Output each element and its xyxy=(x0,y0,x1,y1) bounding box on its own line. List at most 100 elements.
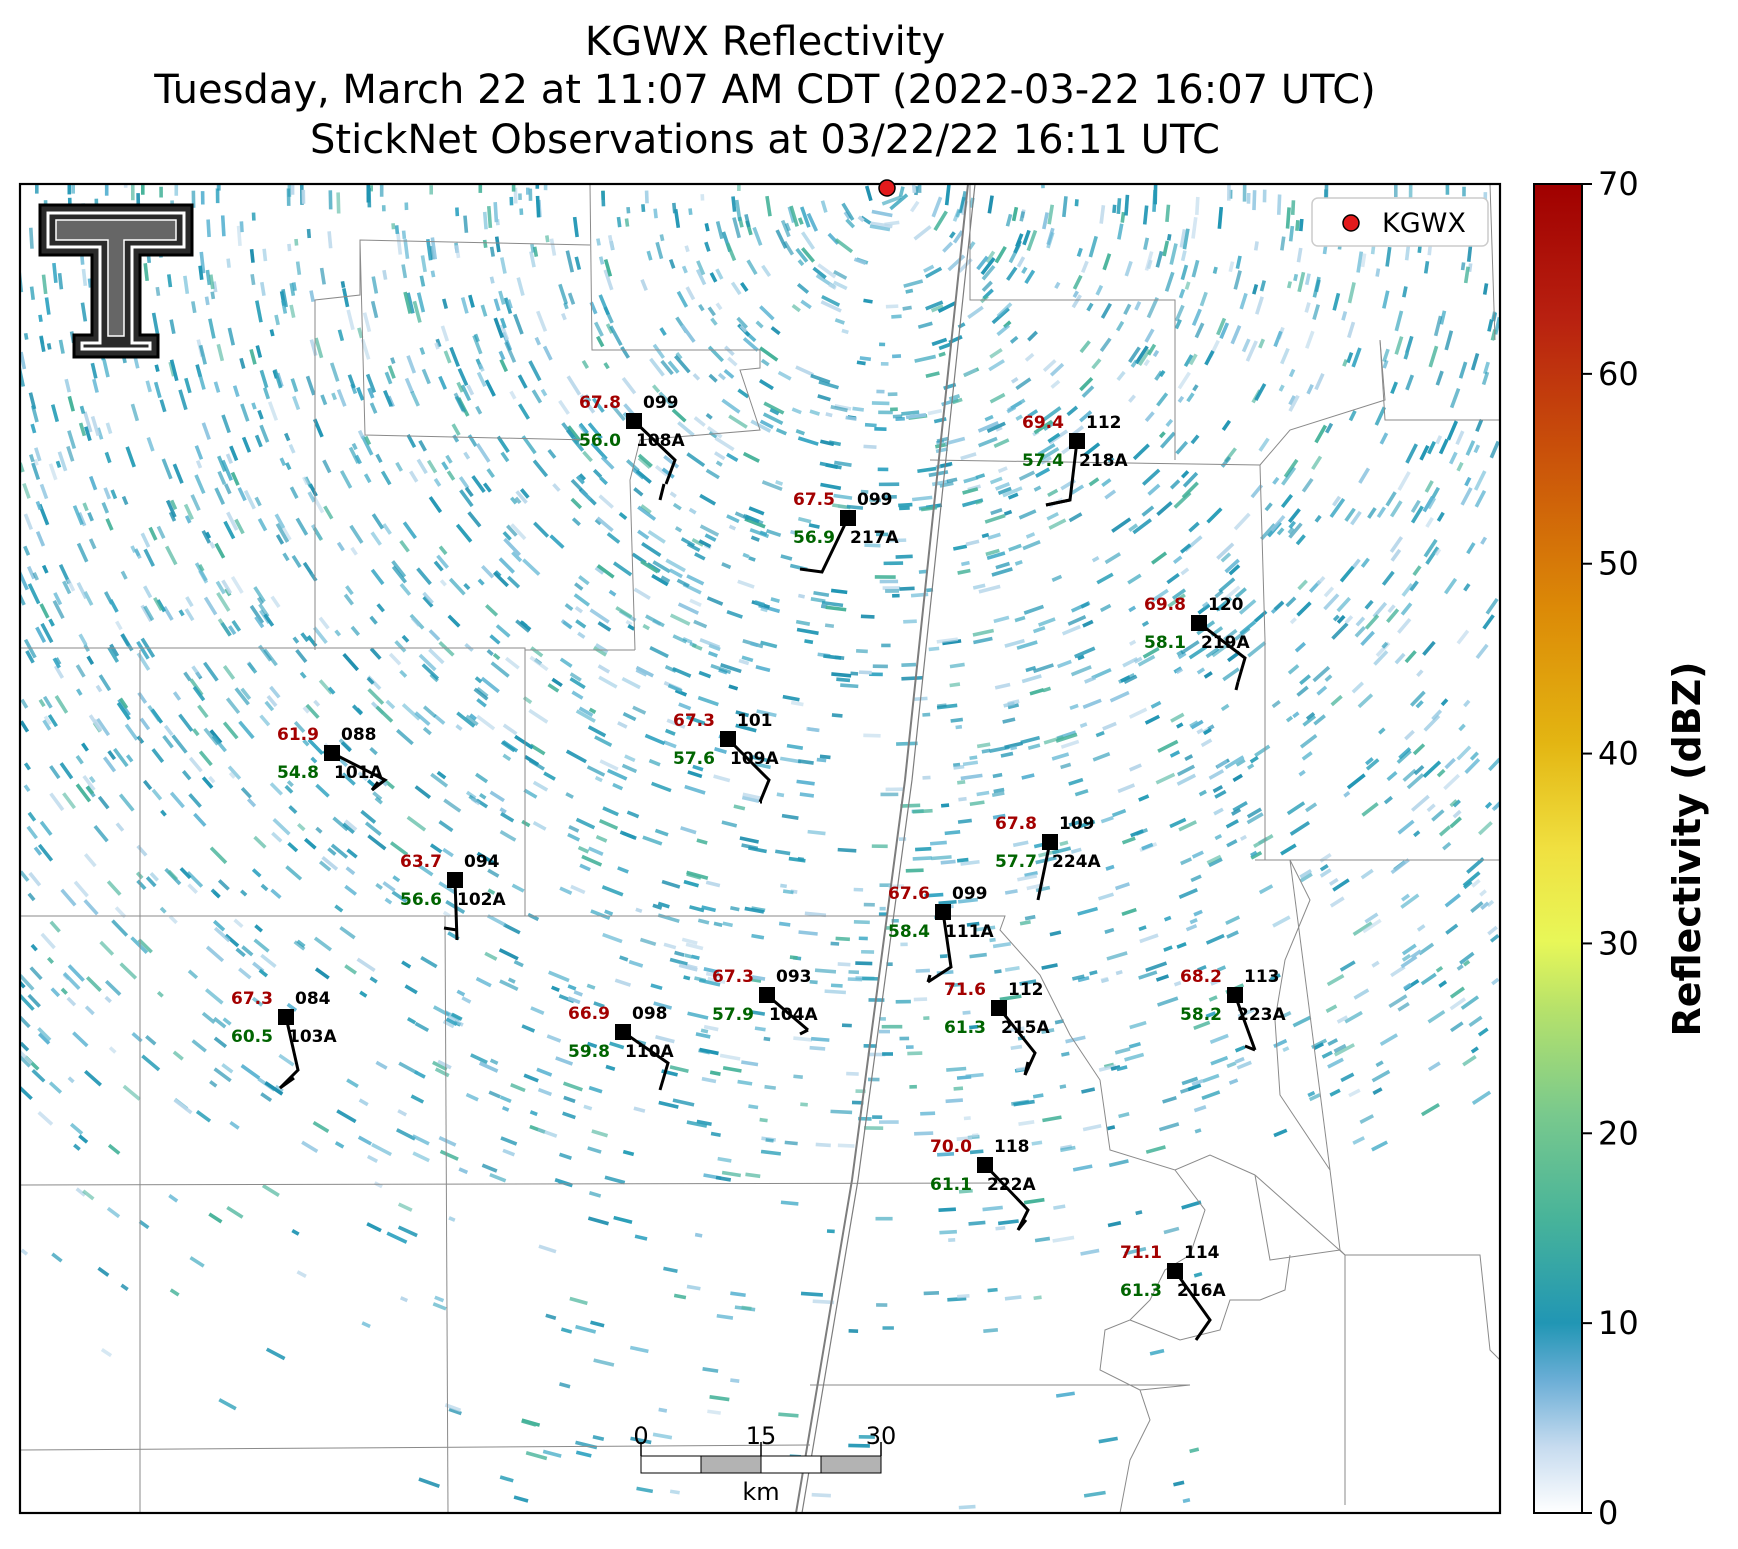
echo-gate xyxy=(1079,340,1091,354)
echo-gate xyxy=(500,812,515,823)
echo-gate xyxy=(445,454,453,464)
echo-gate xyxy=(1206,507,1223,524)
echo-gate xyxy=(892,354,902,359)
echo-gate xyxy=(251,402,257,410)
echo-gate xyxy=(136,844,148,857)
echo-gate xyxy=(401,230,407,240)
echo-gate xyxy=(1187,1083,1202,1092)
echo-gate xyxy=(366,1222,382,1233)
echo-gate xyxy=(1289,820,1311,836)
echo-gate xyxy=(684,784,706,795)
echo-gate xyxy=(382,523,392,535)
echo-gate xyxy=(1449,799,1458,808)
echo-gate xyxy=(1091,667,1112,680)
echo-gate xyxy=(275,534,285,545)
echo-gate xyxy=(898,837,907,841)
echo-gate xyxy=(1382,348,1390,363)
echo-gate xyxy=(435,338,442,348)
echo-gate xyxy=(715,268,724,280)
echo-gate xyxy=(169,359,179,382)
echo-gate xyxy=(1007,492,1019,500)
echo-gate xyxy=(1163,945,1173,952)
echo-gate xyxy=(151,312,160,334)
echo-gate xyxy=(1042,406,1062,422)
echo-gate xyxy=(1072,274,1083,290)
echo-gate xyxy=(830,588,848,595)
echo-gate xyxy=(1456,964,1464,971)
echo-gate xyxy=(104,979,122,996)
echo-gate xyxy=(1032,663,1054,674)
echo-gate xyxy=(1019,979,1037,986)
echo-gate xyxy=(29,966,43,981)
station-temperature: 63.7 xyxy=(400,852,442,872)
echo-gate xyxy=(876,1303,888,1307)
wind-barb-flag xyxy=(1045,498,1071,507)
echo-gate xyxy=(937,1151,955,1157)
echo-gate xyxy=(536,1067,553,1077)
echo-gate xyxy=(828,282,837,290)
echo-gate xyxy=(257,518,268,532)
echo-gate xyxy=(888,884,904,889)
echo-gate xyxy=(855,961,873,966)
echo-gate xyxy=(686,715,706,726)
echo-gate xyxy=(759,305,775,321)
echo-gate xyxy=(677,602,700,615)
echo-gate xyxy=(1440,698,1449,707)
echo-gate xyxy=(1474,489,1487,508)
echo-gate xyxy=(428,629,441,641)
echo-gate xyxy=(741,1305,752,1311)
echo-gate xyxy=(1401,953,1412,962)
echo-gate xyxy=(594,643,609,654)
echo-gate xyxy=(905,413,927,420)
echo-gate xyxy=(284,432,291,442)
echo-gate xyxy=(447,614,461,628)
echo-gate xyxy=(406,433,417,449)
echo-gate xyxy=(1360,557,1370,568)
echo-gate xyxy=(1348,1088,1361,1098)
echo-gate xyxy=(770,597,780,603)
echo-gate xyxy=(23,513,34,531)
echo-gate xyxy=(78,422,87,437)
echo-gate xyxy=(51,1252,63,1263)
echo-gate xyxy=(340,281,346,288)
echo-gate xyxy=(775,849,791,856)
echo-gate xyxy=(665,558,686,573)
echo-gate xyxy=(310,524,323,541)
echo-gate xyxy=(627,624,636,631)
echo-gate xyxy=(1410,505,1424,524)
echo-gate xyxy=(1405,374,1415,391)
echo-gate xyxy=(1128,605,1137,613)
echo-gate xyxy=(1252,284,1259,295)
echo-gate xyxy=(482,482,492,493)
echo-gate xyxy=(33,458,39,466)
station-id: 109A xyxy=(730,749,779,769)
echo-gate xyxy=(278,1053,295,1067)
echo-gate xyxy=(490,661,510,678)
echo-gate xyxy=(1176,764,1196,777)
echo-gate xyxy=(339,926,356,940)
echo-gate xyxy=(87,511,94,522)
echo-gate xyxy=(455,724,463,731)
echo-gate xyxy=(885,787,904,792)
echo-gate xyxy=(195,1110,212,1123)
echo-gate xyxy=(622,712,637,722)
map-frame xyxy=(18,182,1502,1515)
echo-gate xyxy=(637,453,653,468)
echo-gate xyxy=(1155,772,1176,785)
echo-gate xyxy=(1040,446,1060,461)
echo-gate xyxy=(521,819,531,828)
echo-gate xyxy=(107,1143,121,1155)
echo-gate xyxy=(869,224,891,232)
echo-gate xyxy=(845,415,857,421)
scale-label-30: 30 xyxy=(866,1422,897,1450)
echo-gate xyxy=(1400,955,1418,969)
echo-gate xyxy=(644,733,666,746)
echo-gate xyxy=(274,513,286,529)
echo-gate xyxy=(259,369,269,389)
echo-gate xyxy=(338,771,346,780)
echo-gate xyxy=(1176,942,1187,949)
echo-gate xyxy=(939,954,948,959)
echo-gate xyxy=(88,538,97,550)
echo-gate xyxy=(995,561,1011,570)
echo-gate xyxy=(37,1027,52,1042)
